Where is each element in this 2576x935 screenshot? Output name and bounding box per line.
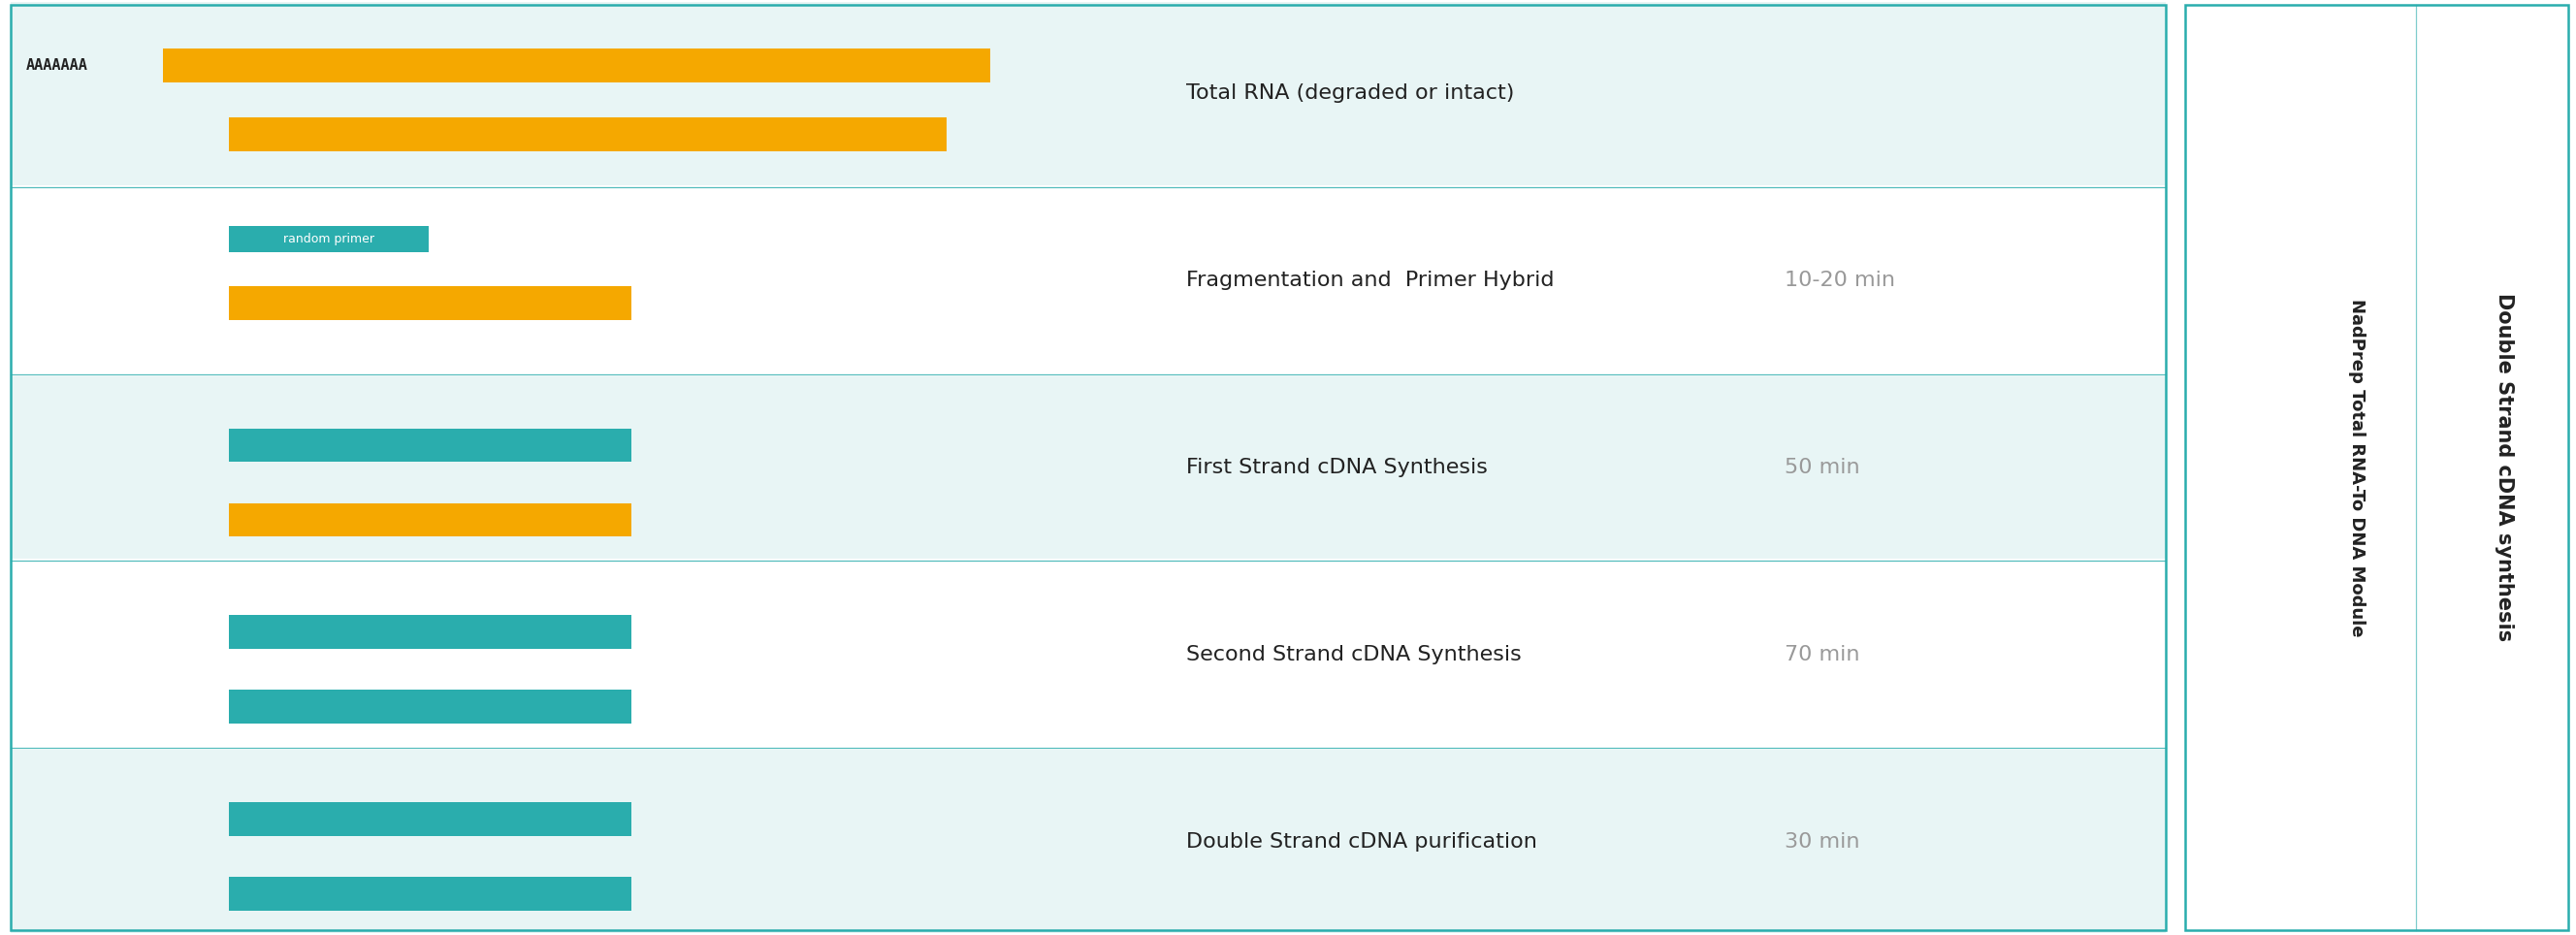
Bar (229, 802, 631, 836)
Text: Double Strand cDNA synthesis: Double Strand cDNA synthesis (2494, 294, 2514, 641)
Text: random primer: random primer (283, 233, 374, 246)
Bar (229, 690, 631, 724)
Text: NadPrep Total RNA-To DNA Module: NadPrep Total RNA-To DNA Module (2347, 298, 2365, 637)
Bar (10, 376, 2166, 559)
Text: 10-20 min: 10-20 min (1785, 271, 1896, 290)
Bar (10, 189, 2166, 372)
Bar (10, 563, 2166, 746)
Text: AAAAAAA: AAAAAAA (26, 58, 88, 73)
Bar (229, 503, 631, 537)
Bar (229, 615, 631, 649)
Bar (229, 118, 631, 151)
Bar (229, 877, 631, 911)
Bar (10, 750, 2166, 933)
Text: Fragmentation and  Primer Hybrid: Fragmentation and Primer Hybrid (1188, 271, 1553, 290)
Bar (162, 49, 989, 82)
Bar (10, 2, 2166, 185)
Bar (229, 286, 631, 320)
Text: Double Strand cDNA purification: Double Strand cDNA purification (1188, 832, 1538, 851)
Bar (587, 118, 948, 151)
Bar (229, 226, 428, 252)
Text: 30 min: 30 min (1785, 832, 1860, 851)
Text: 70 min: 70 min (1785, 645, 1860, 664)
Text: Total RNA (degraded or intact): Total RNA (degraded or intact) (1188, 84, 1515, 103)
Text: 50 min: 50 min (1785, 458, 1860, 477)
Text: First Strand cDNA Synthesis: First Strand cDNA Synthesis (1188, 458, 1489, 477)
Text: Second Strand cDNA Synthesis: Second Strand cDNA Synthesis (1188, 645, 1522, 664)
Bar (229, 428, 631, 462)
